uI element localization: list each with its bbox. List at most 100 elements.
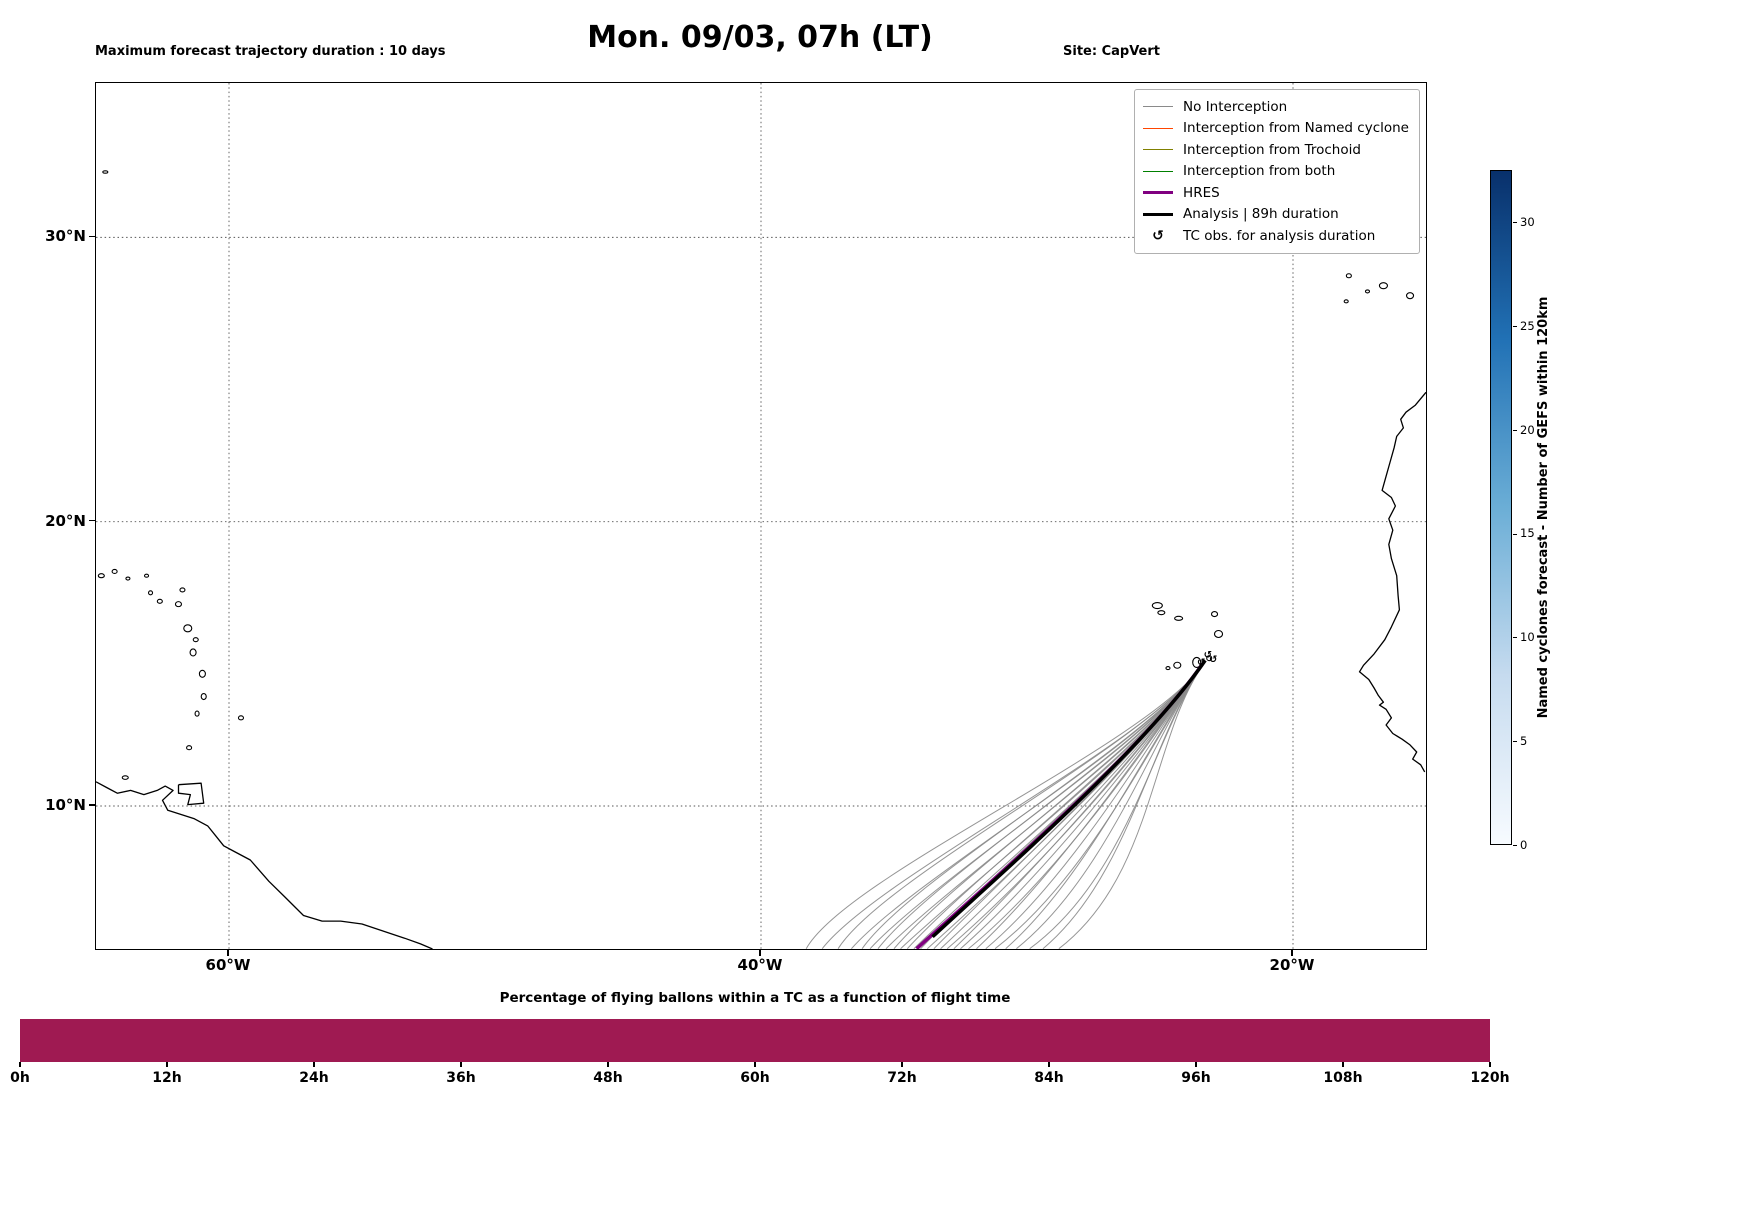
colorbar-tick-mark [1513,325,1517,327]
legend-line-sample [1143,170,1174,172]
island-outline [1364,289,1371,294]
flight-time-tick-mark [1489,1062,1491,1067]
legend-line-sample [1143,191,1174,195]
trajectory-no-interception [953,667,1202,949]
lon-tick-label: 20°W [1269,956,1315,974]
island-outline [147,590,154,596]
trajectory-no-interception [976,667,1202,949]
lat-tick-label: 30°N [45,227,86,246]
flight-time-tick-mark [1048,1062,1050,1067]
flight-time-tick-mark [313,1062,315,1067]
flight-time-tick-label: 84h [1034,1070,1064,1086]
flight-time-tick-label: 12h [152,1070,182,1086]
legend-item: Interception from both [1143,161,1409,183]
island-outline [1345,273,1352,279]
trajectory-no-interception [805,666,1202,949]
legend-item-label: Interception from both [1183,163,1336,180]
tc-obs-legend-icon: ↺ [1152,227,1164,244]
colorbar-tick-label: 15 [1520,526,1535,541]
legend-item-label: Analysis | 89h duration [1183,206,1339,223]
flight-time-tick-mark [607,1062,609,1067]
flight-time-tick-label: 36h [446,1070,476,1086]
legend-item-label: HRES [1183,184,1220,201]
trajectory-no-interception [1058,667,1202,949]
colorbar-tick-label: 20 [1520,422,1535,437]
island-outline [121,775,129,780]
legend-line-sample [1143,212,1174,216]
lon-tick-mark [227,949,229,956]
coastline [1358,391,1426,773]
flight-time-tick-label: 0h [10,1070,30,1086]
legend-item: Analysis | 89h duration [1143,204,1409,226]
flight-time-tick-label: 108h [1323,1070,1363,1086]
percentage-bar [20,1019,1490,1062]
flight-time-tick-label: 60h [740,1070,770,1086]
trajectory-no-interception [1042,667,1202,949]
island-outline [183,624,193,633]
colorbar-tick-label: 10 [1520,630,1535,645]
tc-obs-marker: ↺ [1204,650,1212,661]
legend-item-label: TC obs. for analysis duration [1183,227,1376,244]
island-outline [186,745,193,751]
tc-obs-marker: ↺ [1197,657,1205,668]
lat-tick-mark [89,804,95,806]
legend-line-sample [1143,149,1174,151]
island-outline [97,573,105,579]
lat-tick-mark [89,235,95,238]
island-outline [156,598,163,604]
trajectory-no-interception [861,666,1202,949]
flight-time-tick-mark [460,1062,462,1067]
flight-time-tick-mark [19,1062,21,1067]
legend-line-sample [1143,127,1174,129]
legend-box: No Interception Interception from Named c… [1134,89,1420,254]
page-title: Mon. 09/03, 07h (LT) [587,20,933,55]
lat-tick-mark [89,519,95,522]
colorbar-label: Named cyclones forecast - Number of GEFS… [1536,296,1551,719]
flight-time-tick-label: 48h [593,1070,623,1086]
trajectory-no-interception [906,667,1202,949]
island-outline [1165,666,1171,671]
island-outline [1157,610,1166,616]
island-outline [189,648,197,657]
island-outline [1378,282,1388,290]
lat-tick-label: 20°N [45,511,86,530]
colorbar-tick-label: 25 [1520,318,1535,333]
flight-time-tick-label: 96h [1181,1070,1211,1086]
island-outline [1343,299,1349,304]
legend-item: Interception from Trochoid [1143,139,1409,161]
legend-line-sample [1143,106,1174,108]
colorbar-tick-mark [1513,533,1517,535]
colorbar [1490,170,1512,845]
max-duration-text: Maximum forecast trajectory duration : 1… [95,44,446,59]
bottom-axis: 0h 12h 24h 36h 48h 60h 72h 84h 96h 108h 120h [10,1062,1510,1102]
island-outline [174,601,183,608]
coastline [177,782,205,806]
island-outline [1151,602,1163,610]
trajectory-no-interception [1005,667,1202,949]
lon-tick-label: 40°W [737,956,783,974]
island-outline [237,715,245,721]
trajectory-no-interception [877,667,1202,949]
island-outline [102,170,109,174]
trajectory-map: ↺↺ ↺ [96,83,1426,949]
legend-item: Interception from Named cyclone [1143,118,1409,140]
trajectory-no-interception [1029,667,1202,949]
colorbar-tick-mark [1513,429,1517,431]
lon-tick-mark [759,949,761,956]
colorbar-tick-mark [1513,845,1517,847]
flight-time-tick-mark [1342,1062,1344,1067]
flight-time-tick-mark [1195,1062,1197,1067]
trajectory-no-interception [837,666,1202,949]
legend-item: HRES [1143,182,1409,204]
trajectory-no-interception [851,667,1202,949]
legend-item-label: Interception from Trochoid [1183,141,1361,158]
trajectory-no-interception [985,667,1202,949]
colorbar-tick-mark [1513,637,1517,639]
island-outline [179,587,186,593]
colorbar-tick-label: 5 [1520,734,1528,749]
legend-item-label: No Interception [1183,98,1288,115]
island-outline [1192,656,1202,668]
legend-item: No Interception [1143,96,1409,118]
colorbar-tick-mark [1513,221,1517,224]
